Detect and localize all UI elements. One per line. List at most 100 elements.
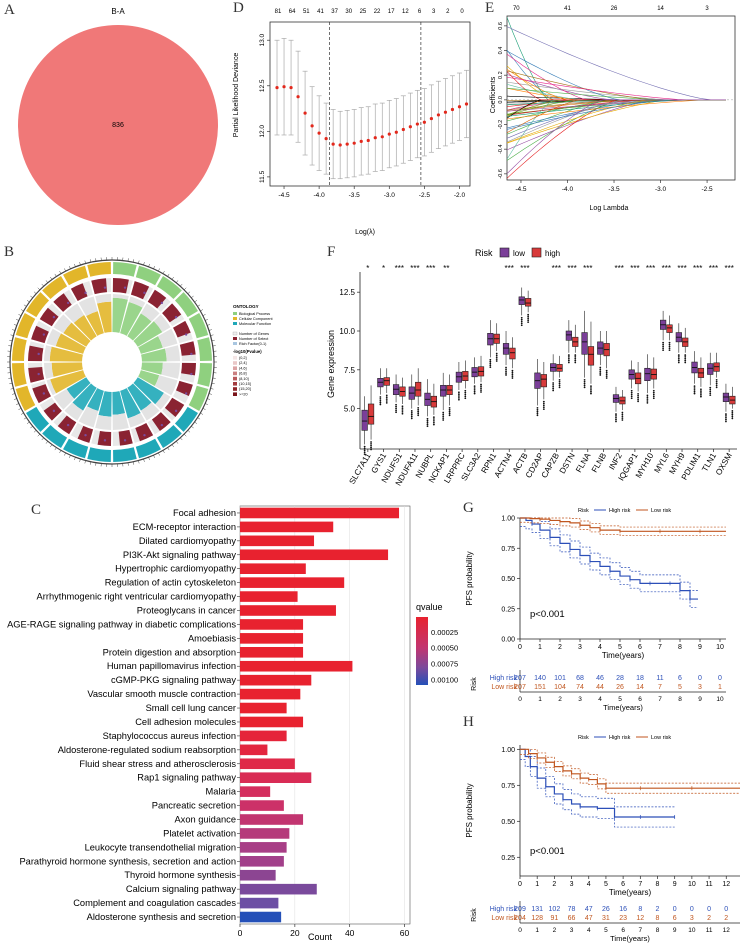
boxplot-outlier — [363, 445, 366, 448]
boxplot-box — [509, 347, 516, 360]
km-h-ytick-label: 1.00 — [501, 747, 515, 754]
km-g-xlabel: Time(years) — [602, 651, 645, 660]
km-h-risk-value: 6 — [673, 915, 677, 922]
boxplot-outlier — [520, 318, 523, 321]
km-g-xtick-label: 7 — [658, 644, 662, 651]
km-h-risk-xtick-label: 6 — [621, 927, 625, 934]
go-rich-sector — [141, 362, 163, 375]
km-g-xtick-label: 0 — [518, 644, 522, 651]
boxplot-outlier — [379, 397, 382, 400]
boxplot-outlier — [662, 343, 665, 346]
boxplot-legend-low-swatch — [499, 247, 510, 258]
go-outer-tick — [45, 280, 49, 283]
go-outer-tick — [84, 460, 86, 464]
go-outer-tick — [208, 329, 212, 331]
lasso-coef-path — [506, 99, 726, 118]
go-outer-tick — [74, 457, 76, 461]
go-rich-sector — [127, 383, 152, 411]
km-g-ytick-label: 0.50 — [501, 576, 515, 583]
kegg-bar-chart: 0 20 40 60 Focal adhesion ECM-receptor intera… — [7, 505, 458, 942]
boxplot-outlier — [709, 392, 712, 395]
km-h-xlabel: Time(years) — [609, 888, 652, 897]
km-h-xtick-label: 0 — [518, 881, 522, 888]
go-rich-sector — [133, 321, 163, 347]
go-select-sector — [31, 325, 49, 344]
boxplot-outlier — [552, 382, 555, 384]
km-h-xtick-label: 1 — [535, 881, 539, 888]
boxplot-outlier — [700, 392, 702, 394]
km-h-risk-xtick-label: 1 — [535, 927, 539, 934]
km-g-xtick-label: 2 — [558, 644, 562, 651]
lasso-coef-path — [506, 69, 726, 101]
lasso-cv-xtick-label: -4.5 — [278, 192, 290, 199]
go-term-sector — [42, 276, 68, 300]
boxplot-outlier — [615, 413, 617, 415]
boxplot-outlier — [709, 386, 712, 389]
go-outer-tick — [74, 263, 76, 267]
kegg-bar — [240, 772, 312, 783]
go-rich-sector — [141, 348, 167, 362]
go-term-sector — [26, 292, 50, 318]
km-g-ytick-label: 0.75 — [501, 546, 515, 553]
boxplot-outlier — [448, 412, 451, 415]
go-term-sector — [63, 265, 89, 286]
go-rich-bg — [53, 388, 75, 410]
boxplot-outlier — [448, 408, 451, 411]
boxplot-outlier — [552, 387, 555, 390]
go-select-sector — [176, 380, 193, 396]
boxplot-outlier — [370, 444, 372, 447]
km-g-risk-value: 101 — [554, 675, 566, 682]
boxplot-outlier — [637, 400, 639, 403]
lasso-coef-xtick-label: -3.0 — [655, 186, 667, 193]
km-g-risk-xlabel: Time(years) — [603, 703, 643, 712]
boxplot-outlier — [684, 354, 687, 356]
km-g-risk-xtick-label: 6 — [638, 696, 642, 703]
go-outer-tick — [26, 421, 30, 424]
go-dot — [37, 372, 40, 376]
lasso-coef-top-tick: 14 — [657, 6, 664, 12]
boxplot-outlier — [385, 400, 388, 402]
km-h-risk-value: 66 — [568, 915, 576, 922]
lasso-cv-xtick-label: -2.5 — [419, 192, 431, 199]
boxplot-outlier — [725, 413, 727, 415]
boxplot-outlier — [558, 386, 561, 389]
km-h-risk-value: 47 — [585, 906, 593, 913]
boxplot-outlier — [590, 385, 592, 388]
boxplot-outlier — [473, 388, 476, 391]
boxplot-significance: * — [382, 264, 385, 273]
km-h-legend-title: Risk — [578, 735, 589, 741]
boxplot-outlier — [426, 423, 429, 426]
lasso-cv-point — [422, 120, 426, 124]
km-h-risk-value: 2 — [656, 906, 660, 913]
kegg-xtick-label: 60 — [400, 928, 410, 938]
boxplot-outlier — [621, 419, 624, 421]
go-dot — [103, 439, 107, 442]
km-g-risk-xtick-label: 7 — [658, 696, 662, 703]
kegg-qvalue-colorbar — [416, 617, 428, 685]
km-h-risk-value: 47 — [585, 915, 593, 922]
go-outer-tick — [197, 417, 201, 420]
go-term-sector — [188, 385, 209, 411]
km-h-risk-value: 12 — [636, 915, 644, 922]
go-select-sector — [43, 402, 62, 421]
lasso-coef-xtick-label: -2.5 — [701, 186, 713, 193]
go-rich-sector — [63, 322, 91, 347]
lasso-coef-ytick-label: -0.6 — [498, 169, 504, 178]
go-term-sector — [188, 313, 209, 339]
go-outer-tick — [200, 412, 204, 415]
km-h-xtick-label: 9 — [673, 881, 677, 888]
kegg-bar — [240, 619, 304, 630]
panel-label-f: F — [327, 244, 336, 260]
boxplot-outlier — [590, 390, 592, 393]
boxplot-outlier — [615, 416, 617, 419]
venn-panel: B-A 836 — [18, 7, 218, 225]
boxplot-outlier — [363, 447, 366, 450]
km-g-risk-value: 207 — [514, 684, 526, 691]
go-legend-bin-swatch — [233, 371, 237, 376]
boxplot-outlier — [646, 400, 649, 402]
boxplot-outlier — [599, 372, 602, 374]
boxplot-outlier — [709, 390, 712, 393]
kegg-bar — [240, 605, 336, 616]
go-legend-bin-label: (2,4] — [239, 361, 247, 365]
lasso-coef-top-tick: 26 — [611, 6, 618, 12]
